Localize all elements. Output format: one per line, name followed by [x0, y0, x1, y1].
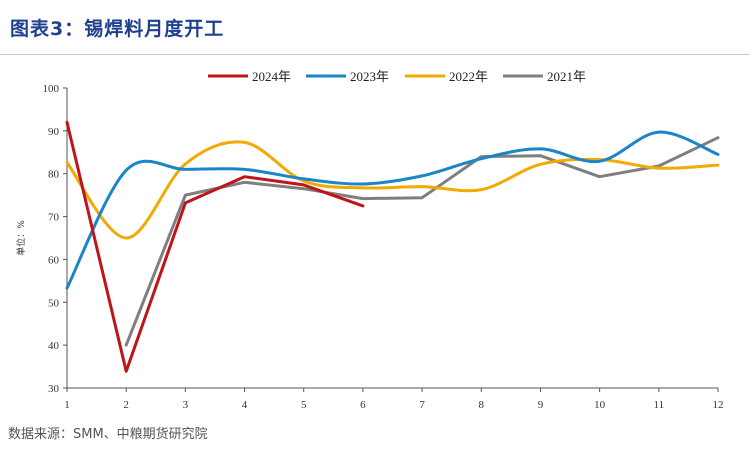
chart-title: 图表3：锡焊料月度开工: [10, 18, 225, 40]
legend-label: 2023年: [350, 69, 389, 84]
source-note: 数据来源：SMM、中粮期货研究院: [8, 427, 208, 442]
x-tick-label: 10: [594, 399, 606, 411]
y-tick-label: 30: [48, 383, 60, 395]
x-tick-label: 5: [301, 399, 307, 411]
legend: 2024年 2023年 2022年 2021年: [208, 69, 586, 84]
series-line-2022年: [65, 140, 720, 240]
x-tick-label: 2: [123, 399, 129, 411]
x-tick-label: 6: [360, 399, 366, 411]
y-axis-label: 单位：%: [15, 220, 27, 256]
y-tick-label: 60: [48, 254, 60, 266]
series-lines: [65, 120, 720, 373]
x-tick-label: 11: [654, 399, 665, 411]
y-tick-label: 80: [48, 169, 60, 181]
y-tick-label: 90: [48, 126, 60, 138]
legend-label: 2022年: [449, 69, 488, 84]
y-tick-label: 70: [48, 212, 60, 224]
series-line-2023年: [65, 130, 720, 290]
x-tick-label: 8: [479, 399, 485, 411]
x-tick-label: 9: [538, 399, 544, 411]
title-divider: [0, 54, 750, 55]
x-tick-label: 12: [713, 399, 724, 411]
y-tick-label: 100: [43, 83, 60, 95]
y-tick-label: 50: [48, 297, 60, 309]
x-tick-label: 1: [64, 399, 70, 411]
x-tick-label: 7: [419, 399, 425, 411]
series-line-2024年: [65, 120, 365, 373]
x-tick-label: 4: [242, 399, 248, 411]
x-tick-label: 3: [183, 399, 189, 411]
legend-label: 2021年: [547, 69, 586, 84]
y-tick-label: 40: [48, 340, 60, 352]
legend-label: 2024年: [252, 69, 291, 84]
